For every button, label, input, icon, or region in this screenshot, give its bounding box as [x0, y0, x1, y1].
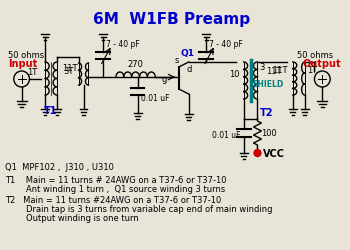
Text: Q1  MPF102 ,  J310 , U310: Q1 MPF102 , J310 , U310: [5, 162, 114, 171]
Text: 100: 100: [261, 129, 277, 138]
Text: 11T: 11T: [62, 64, 77, 73]
Text: T1    Main = 11 turns # 24AWG on a T37-6 or T37-10: T1 Main = 11 turns # 24AWG on a T37-6 or…: [5, 175, 226, 184]
Text: 0.01 uF: 0.01 uF: [140, 94, 169, 103]
Text: 50 ohms: 50 ohms: [297, 50, 333, 59]
Text: 3T: 3T: [63, 67, 74, 76]
Text: 3: 3: [259, 63, 265, 72]
Text: Output: Output: [303, 59, 341, 69]
Text: Ant winding 1 turn ,  Q1 source winding 3 turns: Ant winding 1 turn , Q1 source winding 3…: [5, 184, 225, 193]
Text: VCC: VCC: [263, 148, 285, 158]
Circle shape: [254, 150, 261, 157]
Text: 0.01 uF: 0.01 uF: [212, 131, 241, 140]
Text: Q1: Q1: [181, 49, 195, 58]
Text: 10: 10: [229, 70, 240, 79]
Text: 7 - 40 pF: 7 - 40 pF: [106, 40, 140, 49]
Text: T1: T1: [44, 106, 58, 116]
Text: g: g: [162, 75, 167, 84]
Text: 1T: 1T: [27, 68, 37, 77]
Text: Output winding is one turn: Output winding is one turn: [5, 213, 139, 222]
Text: Input: Input: [8, 59, 37, 69]
Text: d: d: [187, 65, 192, 74]
Text: 1T: 1T: [308, 66, 318, 75]
Text: SHIELD: SHIELD: [253, 80, 284, 89]
Text: 50 ohms: 50 ohms: [8, 50, 44, 59]
Text: 11T: 11T: [266, 67, 282, 76]
Text: s: s: [175, 56, 179, 65]
Text: 270: 270: [128, 60, 144, 69]
Text: 6M  W1FB Preamp: 6M W1FB Preamp: [93, 12, 251, 27]
Text: 11T: 11T: [272, 66, 288, 75]
Text: 7 - 40 pF: 7 - 40 pF: [209, 40, 243, 49]
Text: Drain tap is 3 turns from variable cap end of main winding: Drain tap is 3 turns from variable cap e…: [5, 204, 272, 213]
Text: T2: T2: [259, 108, 273, 118]
Text: T2   Main = 11 turns #24AWG on a T37-6 or T37-10: T2 Main = 11 turns #24AWG on a T37-6 or …: [5, 195, 221, 204]
